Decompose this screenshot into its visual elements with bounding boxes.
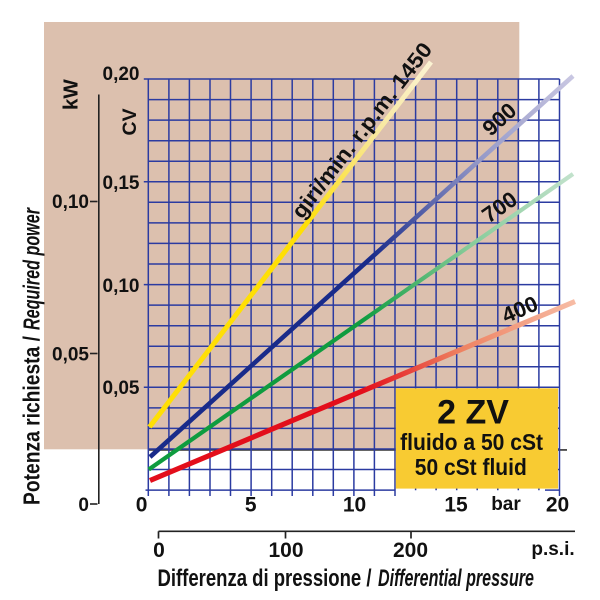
svg-text:0,10: 0,10 bbox=[52, 192, 89, 213]
svg-text:bar: bar bbox=[491, 494, 521, 515]
svg-text:0,15: 0,15 bbox=[103, 173, 140, 194]
svg-text:0,05: 0,05 bbox=[52, 345, 89, 366]
svg-text:0,20: 0,20 bbox=[103, 64, 140, 85]
svg-text:50 cSt fluid: 50 cSt fluid bbox=[415, 454, 527, 480]
svg-text:15: 15 bbox=[444, 494, 468, 517]
svg-text:5: 5 bbox=[245, 494, 257, 517]
svg-text:0: 0 bbox=[153, 539, 165, 562]
svg-text:fluido a 50 cSt: fluido a 50 cSt bbox=[400, 429, 543, 455]
svg-text:Differenza di pressione /: Differenza di pressione / bbox=[158, 565, 372, 592]
svg-text:p.s.i.: p.s.i. bbox=[531, 539, 574, 560]
svg-text:100: 100 bbox=[268, 539, 303, 562]
svg-text:0: 0 bbox=[78, 495, 89, 516]
svg-text:Differential pressure: Differential pressure bbox=[378, 565, 534, 592]
svg-text:20: 20 bbox=[546, 494, 569, 517]
svg-text:2 ZV: 2 ZV bbox=[437, 393, 509, 431]
svg-text:kW: kW bbox=[60, 79, 83, 110]
svg-text:CV: CV bbox=[119, 108, 141, 135]
svg-text:10: 10 bbox=[343, 494, 366, 517]
svg-text:200: 200 bbox=[393, 539, 428, 562]
svg-text:0,10: 0,10 bbox=[103, 276, 140, 297]
svg-text:0,05: 0,05 bbox=[103, 378, 140, 399]
svg-text:0: 0 bbox=[136, 494, 148, 517]
svg-text:Potenza richiesta /: Potenza richiesta / bbox=[19, 335, 45, 505]
svg-text:Required power: Required power bbox=[19, 207, 45, 330]
